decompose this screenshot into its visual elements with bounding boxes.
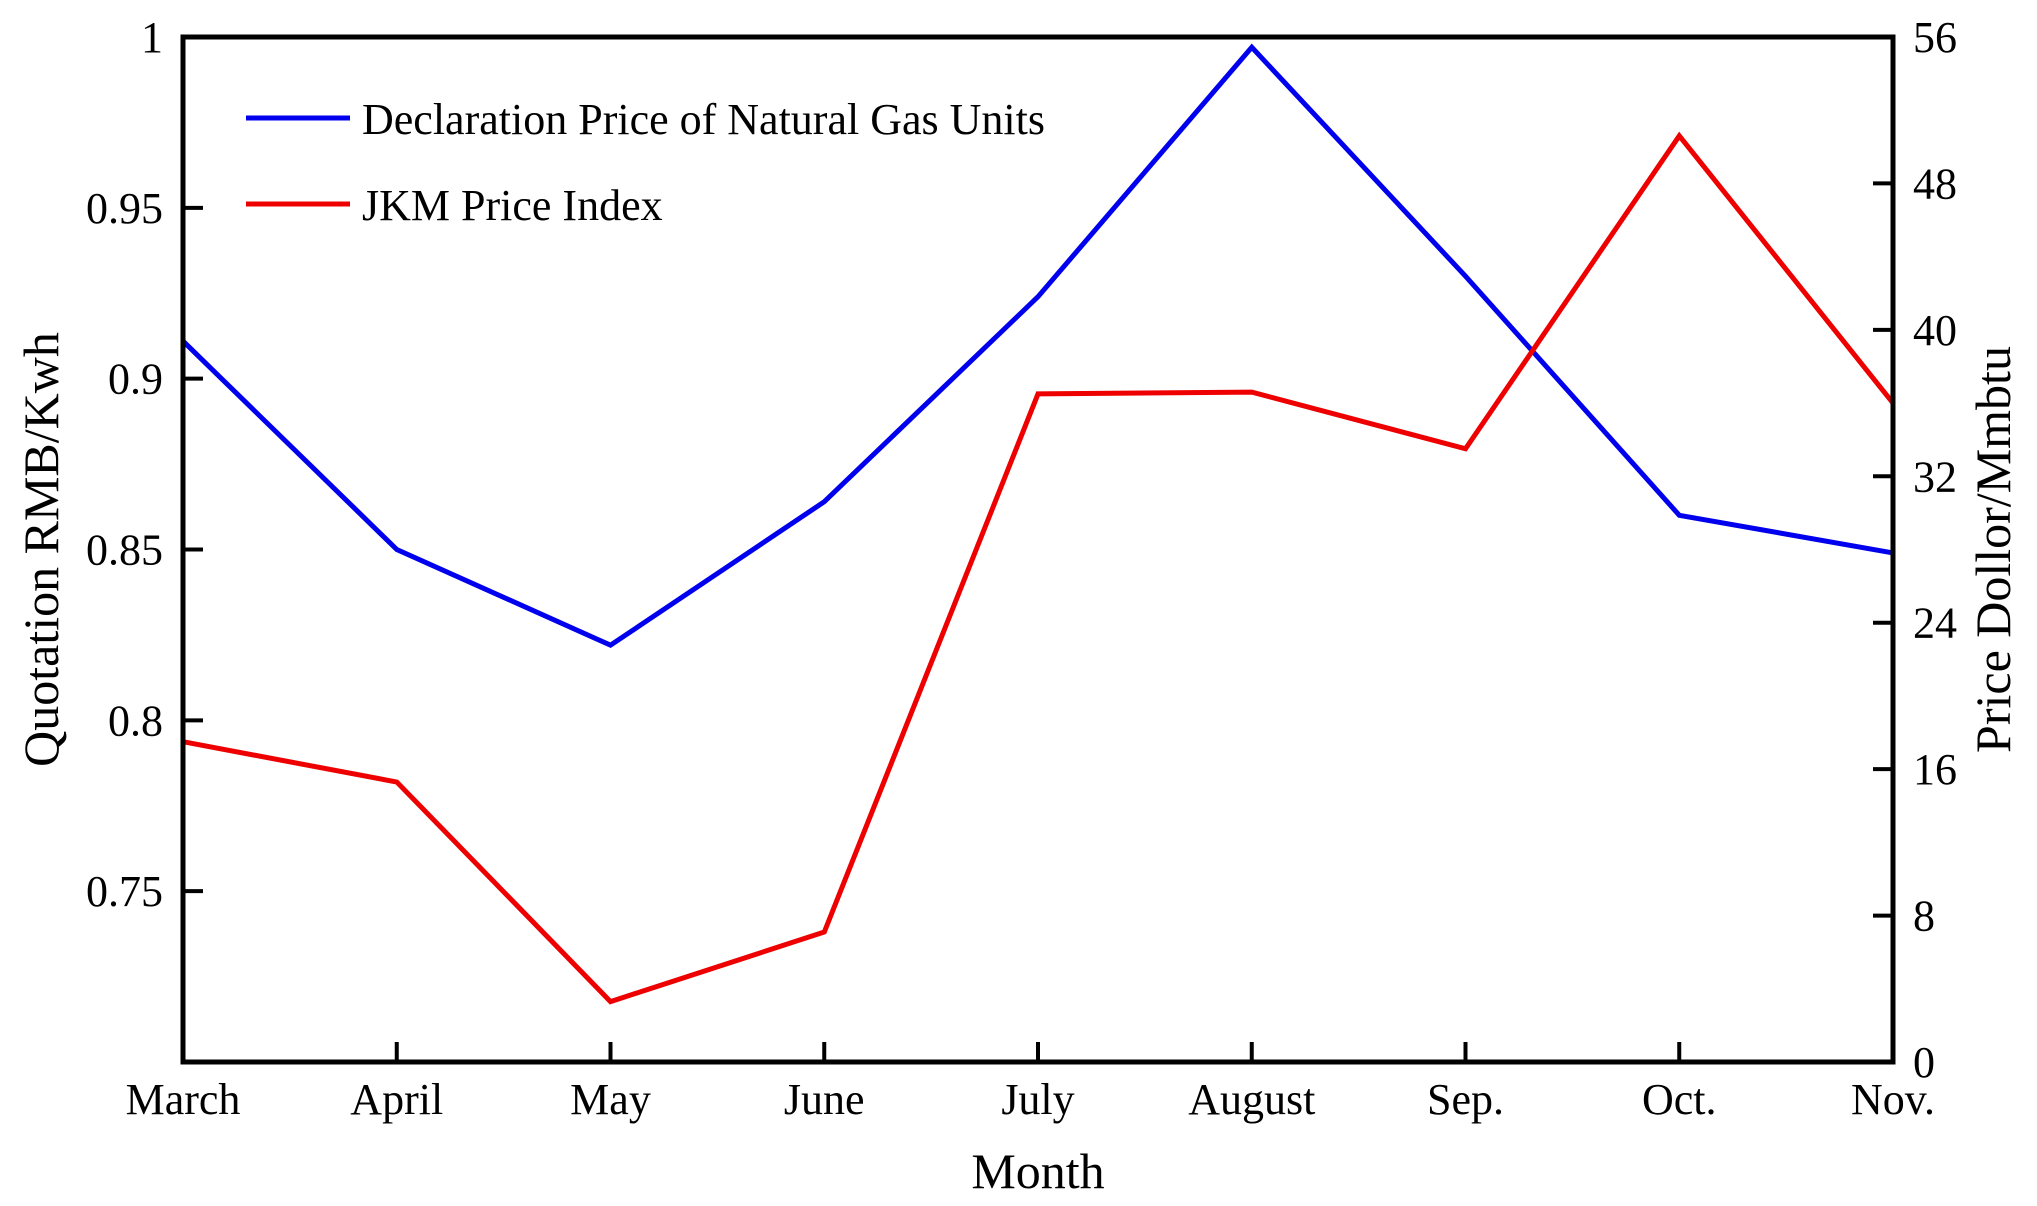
x-tick-label: Oct. [1642, 1075, 1717, 1124]
x-tick-label: August [1188, 1075, 1315, 1124]
y-left-tick-label: 0.9 [108, 355, 163, 404]
y-left-tick-label: 1 [141, 13, 163, 62]
y-left-tick-label: 0.95 [86, 184, 163, 233]
x-tick-label: March [126, 1075, 241, 1124]
tick-labels: March April May June July August Sep. Oct. Nov.0… [86, 13, 1957, 1124]
y-right-tick-label: 24 [1913, 599, 1957, 648]
y-right-tick-label: 0 [1913, 1038, 1935, 1087]
legend-label-declaration-price: Declaration Price of Natural Gas Units [362, 95, 1045, 144]
ticks [183, 181, 1893, 1062]
x-tick-label: May [570, 1075, 651, 1124]
y-axis-right-title: Price Dollor/Mmbtu [1965, 346, 2021, 753]
x-tick-label: June [784, 1075, 865, 1124]
x-axis-title: Month [971, 1143, 1104, 1199]
y-left-tick-label: 0.85 [86, 526, 163, 575]
series-line-1 [182, 131, 1895, 1005]
y-right-tick-label: 48 [1913, 159, 1957, 208]
y-right-tick-label: 40 [1913, 306, 1957, 355]
y-right-tick-label: 16 [1913, 745, 1957, 794]
x-tick-label: July [1001, 1075, 1074, 1124]
series-line-0 [181, 43, 1894, 649]
y-left-tick-label: 0.8 [108, 696, 163, 745]
y-left-tick-label: 0.75 [86, 867, 163, 916]
y-axis-left-title: Quotation RMB/Kwh [13, 332, 69, 767]
legend: Declaration Price of Natural Gas Units J… [246, 95, 1045, 230]
x-tick-label: April [350, 1075, 443, 1124]
y-right-tick-label: 8 [1913, 892, 1935, 941]
y-right-tick-label: 56 [1913, 13, 1957, 62]
legend-label-jkm-price-index: JKM Price Index [362, 181, 663, 230]
x-tick-label: Sep. [1427, 1075, 1504, 1124]
x-tick-label: Nov. [1851, 1075, 1935, 1124]
plot-lines [181, 43, 1895, 1005]
y-right-tick-label: 32 [1913, 452, 1957, 501]
